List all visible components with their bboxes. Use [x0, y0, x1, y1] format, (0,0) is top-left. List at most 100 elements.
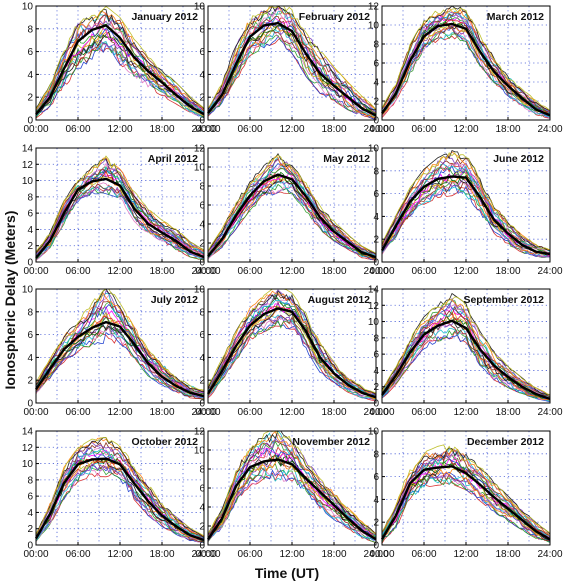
x-tick-label: 18:00 — [321, 124, 346, 135]
panel: 0 2 4 6 8 10 12 00:00 06:00 12:00 18:00 24:00 March … — [368, 2, 563, 136]
panel: 0 2 4 6 8 10 00:00 06:00 12:00 18:00 24:00 January … — [22, 2, 217, 136]
panel: 0 2 4 6 8 10 00:00 06:00 12:00 18:00 24:00 December… — [368, 427, 563, 561]
y-tick-label: 10 — [194, 446, 206, 457]
daily-curve — [35, 437, 205, 538]
x-tick-label: 06:00 — [411, 407, 436, 418]
mean-curve — [35, 177, 205, 259]
daily-curve — [381, 32, 551, 118]
x-tick-label: 24:00 — [363, 407, 388, 418]
y-tick-label: 6 — [27, 209, 33, 220]
daily-curve — [207, 29, 377, 119]
y-tick-label: 2 — [373, 235, 379, 246]
daily-curve — [207, 5, 377, 110]
y-tick-label: 0 — [27, 116, 33, 127]
daily-curve — [207, 314, 376, 400]
x-tick-label: 06:00 — [237, 407, 262, 418]
y-tick-label: 8 — [27, 307, 33, 318]
y-tick-label: 8 — [199, 307, 205, 318]
daily-curve — [207, 462, 377, 543]
panel: 0 2 4 6 8 10 12 14 00:00 06:00 12:00 18:00 24:00 Octo… — [22, 427, 217, 561]
mean-curve — [206, 307, 377, 399]
x-tick-label: 24:00 — [191, 549, 216, 560]
x-tick-label: 06:00 — [411, 124, 436, 135]
y-tick-label: 4 — [373, 212, 379, 223]
daily-curve — [35, 437, 205, 537]
panel: 0 2 4 6 8 10 12 00:00 06:00 12:00 18:00 24:00 Novemb… — [194, 427, 389, 561]
daily-curve — [381, 12, 551, 112]
daily-curve — [207, 434, 377, 538]
x-tick-label: 12:00 — [107, 407, 132, 418]
x-tick-label: 12:00 — [453, 124, 478, 135]
y-tick-label: 10 — [368, 21, 380, 32]
y-tick-label: 6 — [373, 189, 379, 200]
y-tick-label: 10 — [22, 2, 34, 13]
y-tick-label: 0 — [27, 399, 33, 410]
x-tick-label: 12:00 — [453, 549, 478, 560]
daily-curve — [381, 329, 551, 402]
y-tick-label: 6 — [27, 47, 33, 58]
x-tick-label: 00:00 — [195, 124, 220, 135]
y-tick-label: 10 — [194, 285, 206, 296]
daily-curve — [35, 447, 205, 538]
y-tick-label: 2 — [373, 518, 379, 529]
x-tick-label: 24:00 — [191, 124, 216, 135]
daily-curve — [207, 430, 377, 537]
panel-title: March 2012 — [487, 11, 544, 23]
daily-curve — [381, 296, 551, 395]
panel-title: August 2012 — [308, 294, 371, 306]
y-tick-label: 0 — [373, 116, 379, 127]
x-tick-label: 24:00 — [537, 266, 562, 277]
y-tick-label: 0 — [373, 258, 379, 269]
x-tick-label: 00:00 — [23, 266, 48, 277]
y-tick-label: 0 — [373, 399, 379, 410]
y-tick-label: 2 — [199, 522, 205, 533]
y-tick-label: 10 — [194, 2, 206, 13]
x-tick-label: 24:00 — [537, 124, 562, 135]
daily-curve — [207, 5, 377, 111]
y-tick-label: 4 — [27, 70, 33, 81]
panel-title: June 2012 — [493, 153, 544, 165]
y-tick-label: 6 — [199, 201, 205, 212]
y-tick-label: 6 — [199, 484, 205, 495]
x-tick-label: 18:00 — [321, 407, 346, 418]
panel-title: September 2012 — [463, 294, 544, 306]
y-tick-label: 2 — [373, 97, 379, 108]
panel: 0 2 4 6 8 10 12 14 00:00 06:00 12:00 18:00 24:00 Sept… — [368, 285, 563, 419]
y-tick-label: 10 — [368, 317, 380, 328]
y-tick-label: 2 — [199, 376, 205, 387]
x-tick-label: 06:00 — [65, 124, 90, 135]
daily-curve — [381, 163, 551, 253]
y-tick-label: 4 — [199, 353, 205, 364]
x-tick-label: 00:00 — [369, 549, 394, 560]
x-tick-label: 18:00 — [149, 266, 174, 277]
daily-curve — [35, 288, 204, 392]
y-tick-label: 2 — [27, 524, 33, 535]
x-tick-label: 06:00 — [411, 549, 436, 560]
daily-curve — [207, 26, 377, 117]
y-tick-label: 6 — [199, 47, 205, 58]
mean-curve — [34, 457, 205, 542]
panel-title: May 2012 — [323, 153, 370, 165]
y-tick-label: 14 — [22, 427, 34, 438]
y-tick-label: 8 — [199, 24, 205, 35]
panel: 0 2 4 6 8 10 00:00 06:00 12:00 18:00 24:00 August 2… — [194, 285, 389, 419]
mean-curve — [381, 319, 551, 401]
y-tick-label: 12 — [194, 144, 206, 155]
daily-curve — [207, 447, 377, 538]
x-tick-label: 12:00 — [453, 266, 478, 277]
panel-title: November 2012 — [292, 436, 370, 448]
daily-curve — [381, 149, 551, 251]
panel: 0 2 4 6 8 10 12 00:00 06:00 12:00 18:00 24:00 May 20… — [194, 144, 389, 278]
y-tick-label: 4 — [373, 495, 379, 506]
y-tick-label: 10 — [22, 285, 34, 296]
y-tick-label: 12 — [194, 427, 206, 438]
y-tick-label: 0 — [199, 399, 205, 410]
daily-curve — [35, 158, 205, 255]
x-tick-label: 06:00 — [237, 549, 262, 560]
x-tick-label: 18:00 — [321, 549, 346, 560]
daily-curve — [381, 11, 551, 113]
x-tick-label: 12:00 — [279, 266, 304, 277]
mean-curve — [381, 22, 551, 117]
y-tick-label: 4 — [199, 503, 205, 514]
x-tick-label: 00:00 — [369, 124, 394, 135]
